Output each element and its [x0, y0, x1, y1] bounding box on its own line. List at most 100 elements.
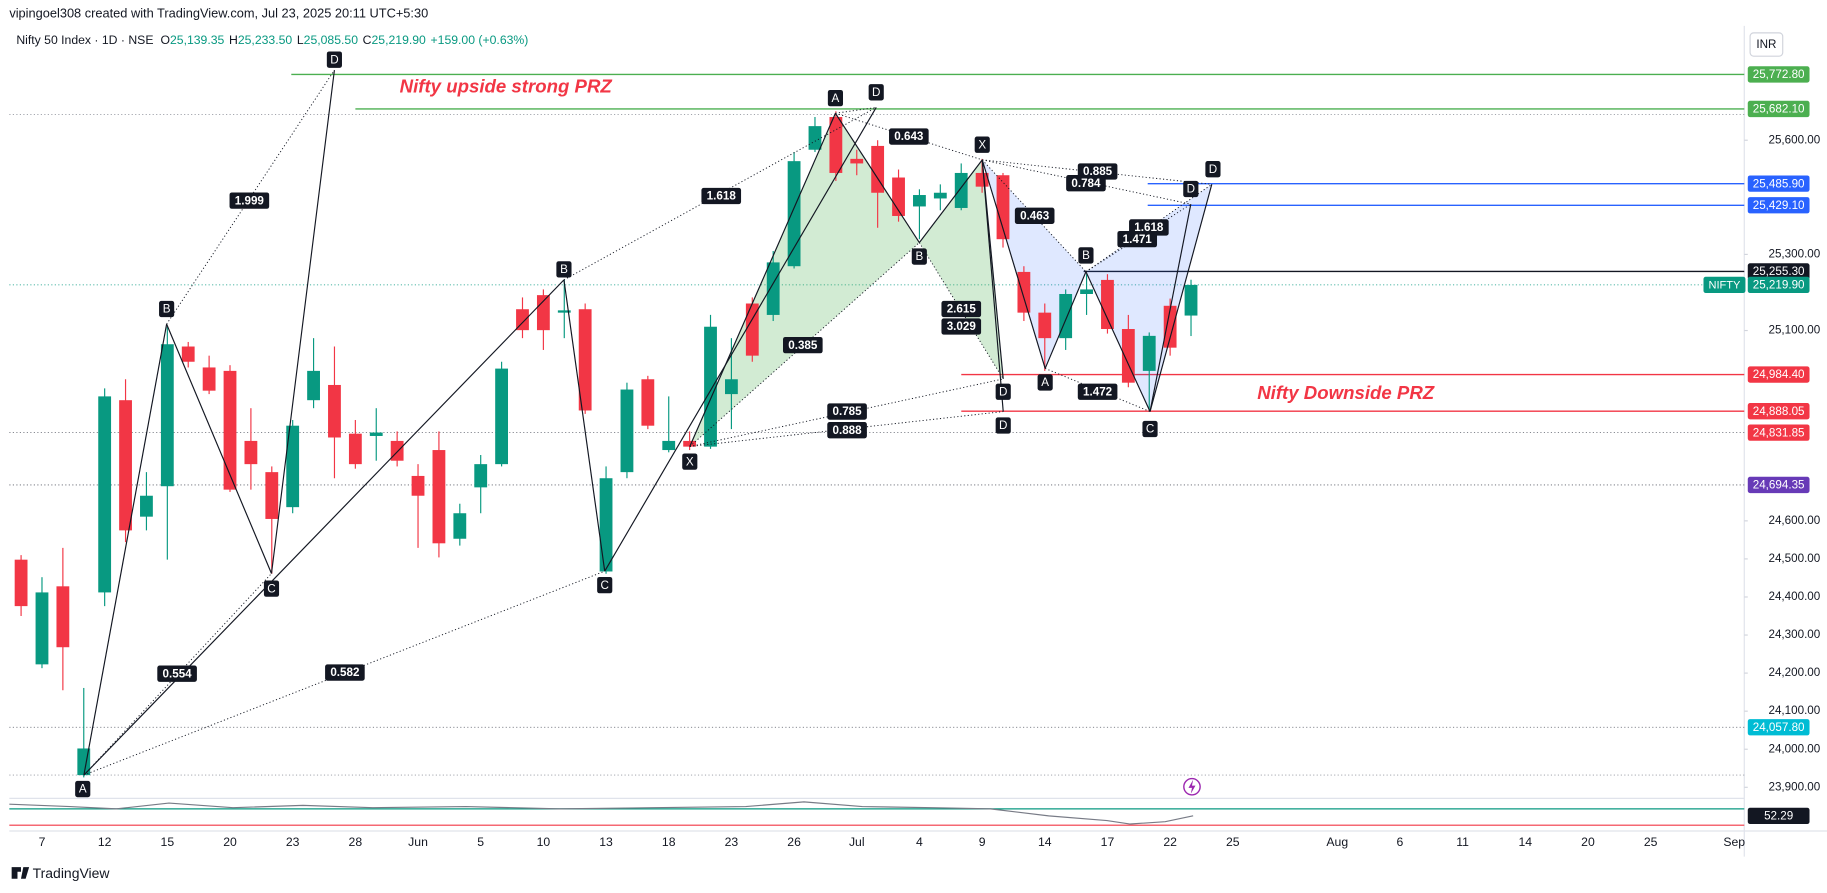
point-label-box: [868, 84, 884, 101]
author-line: vipingoel308 created with TradingView.co…: [9, 6, 428, 21]
candle-body: [516, 309, 529, 331]
ratio-label: 1.618: [707, 190, 737, 203]
point-label-box: [995, 417, 1011, 434]
point-label: B: [163, 303, 171, 316]
y-tick-label: 25,300.00: [1768, 247, 1820, 260]
pattern-fill: [1085, 184, 1212, 412]
x-tick-label: 23: [725, 835, 739, 849]
ratio-label-box: [889, 128, 929, 145]
point-label-box: [556, 261, 572, 278]
price-label-box: [1747, 476, 1810, 494]
point-label: D: [1209, 163, 1217, 176]
pattern-line: [1044, 271, 1087, 369]
candle-body: [1101, 279, 1114, 330]
candle-body: [390, 440, 404, 461]
x-tick-label: 13: [599, 835, 613, 849]
price-label: 25,485.90: [1753, 177, 1805, 190]
pattern-line: [981, 159, 1004, 412]
x-tick-label: Jun: [408, 835, 428, 849]
ratio-label-box: [941, 300, 982, 318]
price-label: 25,772.80: [1753, 68, 1805, 81]
point-label: A: [79, 783, 87, 796]
x-tick-label: 22: [1163, 835, 1177, 849]
x-tick-label: Aug: [1326, 835, 1348, 849]
ratio-label: 0.888: [833, 424, 863, 437]
pattern-line: [834, 112, 920, 243]
ratio-label: 0.582: [330, 666, 360, 679]
price-label: 25,255.30: [1753, 265, 1805, 278]
last-price-box: [1747, 276, 1810, 294]
pattern-line: [604, 107, 877, 572]
candle-body: [1184, 284, 1198, 316]
ratio-label: 0.554: [163, 667, 193, 680]
x-tick-label: 28: [349, 835, 363, 849]
ratio-label: 3.029: [947, 320, 977, 333]
pattern-ratio-line: [918, 242, 1004, 380]
y-tick-label: 24,600.00: [1768, 514, 1820, 527]
x-tick-label: 18: [662, 835, 676, 849]
price-label-box: [1747, 403, 1810, 420]
ratio-label-box: [325, 664, 365, 681]
ratio-label: 0.784: [1071, 177, 1101, 190]
ohlc-value: 25,219.90: [372, 33, 427, 47]
pattern-line: [1149, 204, 1192, 412]
price-label-box: [1747, 66, 1810, 83]
candle-body: [1038, 312, 1052, 339]
price-label-box: [1747, 424, 1810, 441]
price-label: 24,694.35: [1753, 479, 1805, 492]
candle-body: [641, 379, 655, 426]
x-tick-label: 25: [1644, 835, 1658, 849]
candle-body: [599, 478, 613, 572]
pattern-line: [1149, 184, 1213, 412]
candle-body: [265, 472, 279, 519]
last-symbol: NIFTY: [1709, 279, 1742, 291]
candle-body: [620, 389, 634, 473]
pattern-ratio-line: [1085, 183, 1213, 273]
price-label: 24,057.80: [1753, 721, 1805, 734]
price-label-box: [1747, 263, 1810, 280]
y-tick-label: 24,100.00: [1768, 704, 1820, 717]
currency: INR: [1756, 38, 1776, 51]
candle-body: [1163, 305, 1177, 348]
ratio-label-box: [1014, 207, 1055, 224]
candle-body: [724, 379, 738, 395]
price-label: 25,682.10: [1753, 103, 1805, 116]
price-label-box: [1747, 366, 1810, 383]
point-label-box: [911, 248, 927, 265]
brand-logo: [11, 867, 30, 879]
ratio-label: 1.471: [1123, 233, 1153, 246]
ratio-label-box: [827, 403, 867, 420]
point-label-box: [597, 577, 613, 594]
x-tick-label: 17: [1101, 835, 1115, 849]
point-label: A: [832, 92, 840, 105]
symbol: Nifty 50 Index · 1D · NSE: [16, 33, 153, 47]
ratio-label-box: [701, 187, 742, 205]
price-label: 24,831.85: [1753, 426, 1805, 439]
point-label: X: [686, 455, 694, 468]
pattern-line: [83, 279, 565, 776]
x-tick-label: 25: [1226, 835, 1240, 849]
candle-body: [683, 440, 697, 447]
brand: TradingView: [33, 865, 111, 881]
x-tick-label: 20: [1581, 835, 1595, 849]
currency-box[interactable]: [1749, 32, 1784, 57]
point-label-box: [75, 780, 91, 798]
x-tick-label: 23: [286, 835, 300, 849]
ratio-label-box: [941, 318, 982, 335]
ratio-label-box: [157, 665, 197, 682]
annotation: Nifty upside strong PRZ: [400, 76, 613, 97]
ohlc-prefix: C: [363, 33, 372, 47]
candle-body: [808, 126, 822, 150]
point-label-box: [974, 136, 990, 153]
candle-body: [181, 346, 195, 362]
ratio-label: 0.463: [1020, 209, 1050, 222]
price-label: 24,984.40: [1753, 368, 1805, 381]
candle-body: [1080, 289, 1093, 294]
indicator-label: 52.29: [1764, 810, 1793, 823]
annotation: Nifty Downside PRZ: [1257, 382, 1435, 403]
ratio-label: 0.385: [788, 339, 818, 352]
x-tick-label: 5: [477, 835, 484, 849]
candle-body: [369, 432, 383, 436]
point-label: X: [978, 138, 986, 151]
